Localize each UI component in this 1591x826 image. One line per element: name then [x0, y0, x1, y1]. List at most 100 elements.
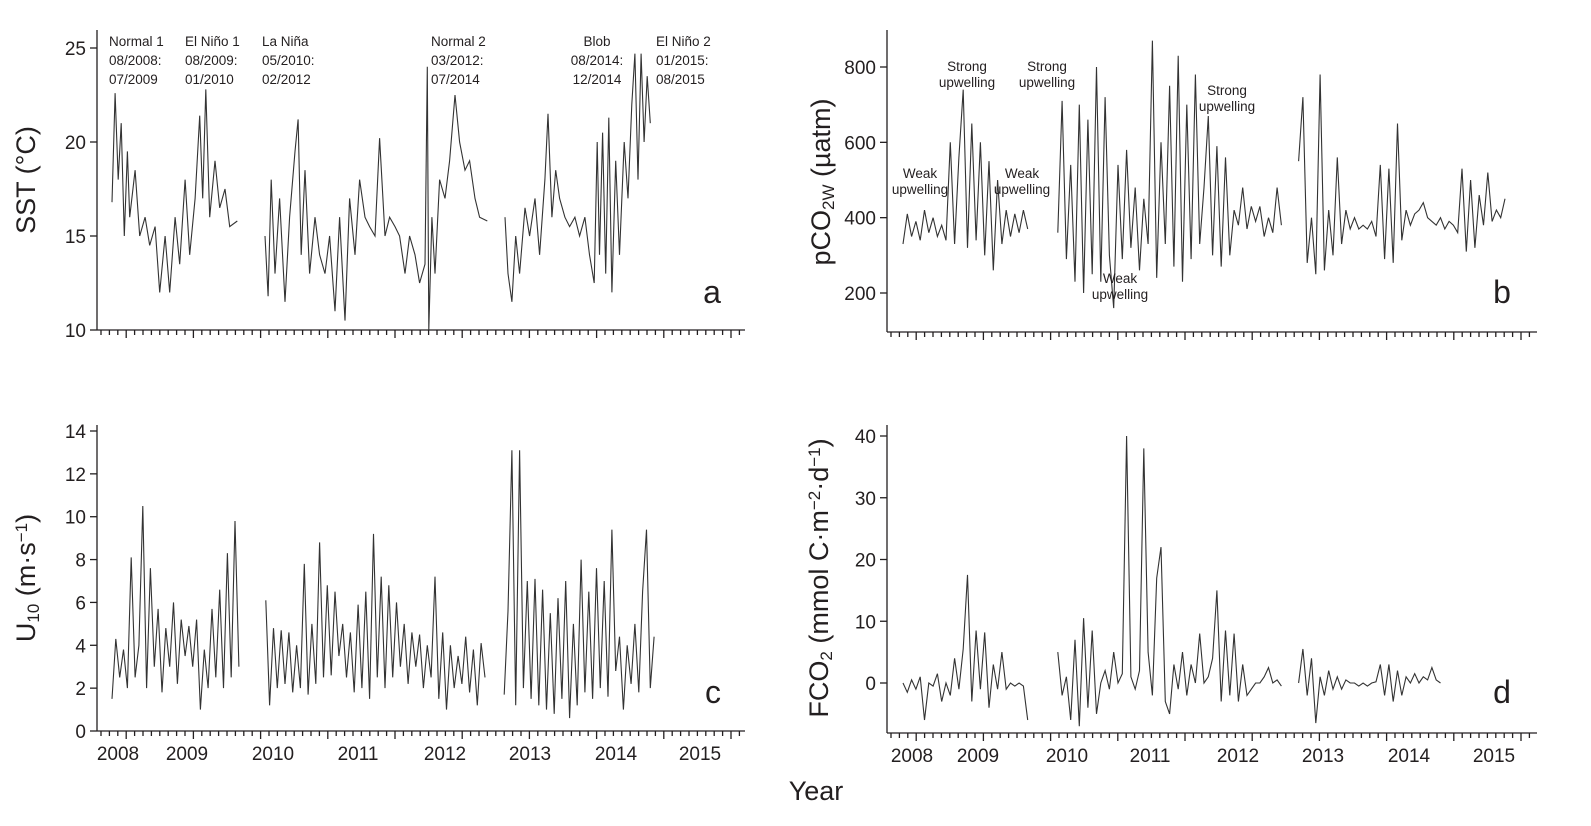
y-tick-label: 600	[844, 133, 876, 154]
series-line-segment-2	[1057, 435, 1282, 727]
y-axis-title: SST (°C)	[11, 126, 41, 234]
annotation-line: Weak	[903, 166, 938, 181]
y-axis-title-part: U	[11, 623, 41, 643]
y-axis-title: pCO2W (µatm)	[806, 98, 838, 265]
y-tick-label: 10	[65, 508, 86, 529]
annotation-line: 12/2014	[573, 72, 622, 87]
y-axis-title-part: (µatm)	[806, 98, 836, 184]
annotation-line: El Niño 2	[656, 34, 711, 49]
y-tick-label: 200	[844, 284, 876, 305]
annotation-line: 08/2014:	[571, 53, 624, 68]
y-tick-label: 6	[75, 593, 86, 614]
panel-letter: d	[1493, 674, 1511, 710]
x-tick-label: 2011	[338, 744, 379, 765]
annotation-line: 01/2015:	[656, 53, 709, 68]
series-line-segment-2	[265, 533, 486, 710]
annotation: El Niño 1 08/2009: 01/2010	[185, 34, 240, 87]
annotation-line: 01/2010	[185, 72, 234, 87]
annotation-line: 03/2012:	[431, 53, 484, 68]
y-axis-title-part: 2	[817, 651, 836, 660]
y-tick-label: 2	[75, 679, 86, 700]
y-tick-label: 800	[844, 58, 876, 79]
annotation-line: Strong	[1027, 59, 1067, 74]
annotation-line: La Niña	[262, 34, 309, 49]
annotation-line: Weak	[1005, 166, 1040, 181]
series-line-segment-3	[1298, 648, 1441, 724]
annotation-line: upwelling	[939, 75, 995, 90]
x-tick-label: 2014	[595, 744, 638, 765]
panel-d: 0 10 20 30 40 2008 2009 2010 2011 2012 2013 2014 201…	[804, 425, 1537, 767]
y-tick-label: 10	[65, 321, 86, 342]
y-axis-title: FCO2 (mmol C·m−2·d−1)	[804, 438, 836, 717]
annotation-line: 08/2009:	[185, 53, 238, 68]
series-line-segment-1	[902, 574, 1029, 721]
y-tick-label: 30	[855, 489, 876, 510]
x-tick-label: 2009	[166, 744, 208, 765]
y-axis-title-part: −1	[805, 447, 824, 466]
series-line-segment-1	[902, 89, 1029, 271]
series-line-segment-3	[504, 53, 651, 302]
y-tick-label: 400	[844, 209, 876, 230]
series-line-segment-3	[503, 450, 655, 719]
panel-letter: a	[703, 274, 721, 310]
series-line-segment-2	[1057, 40, 1282, 309]
x-tick-label: 2009	[957, 746, 999, 767]
y-tick-label: 40	[855, 427, 876, 448]
x-tick-label: 2010	[252, 744, 294, 765]
y-axis-title-part: (m·s	[11, 542, 41, 603]
y-tick-label: 4	[75, 636, 86, 657]
y-tick-label: 25	[65, 39, 86, 60]
x-tick-label: 2008	[97, 744, 139, 765]
annotation-line: 02/2012	[262, 72, 311, 87]
x-tick-label: 2008	[891, 746, 933, 767]
y-tick-label: 0	[75, 722, 86, 743]
y-axis-title-part: −1	[12, 523, 31, 542]
x-axis-title: Year	[789, 776, 844, 806]
y-axis-title-part: 10	[24, 604, 43, 623]
y-tick-label: 20	[65, 133, 86, 154]
annotation: La Niña 05/2010: 02/2012	[262, 34, 315, 87]
annotation-line: Strong	[947, 59, 987, 74]
panel-letter: c	[705, 674, 721, 710]
annotation-line: Weak	[1103, 271, 1138, 286]
annotation-line: 08/2008:	[109, 53, 162, 68]
annotation-line: upwelling	[1019, 75, 1075, 90]
annotation-line: 07/2009	[109, 72, 158, 87]
x-tick-label: 2010	[1046, 746, 1088, 767]
y-tick-label: 12	[65, 465, 86, 486]
y-axis-title: U10 (m·s−1)	[11, 514, 43, 642]
x-tick-label: 2015	[1473, 746, 1515, 767]
annotation-line: upwelling	[892, 182, 948, 197]
y-axis-title-part: −2	[805, 491, 824, 510]
annotation-line: 08/2015	[656, 72, 705, 87]
annotation-line: Normal 1	[109, 34, 164, 49]
y-axis-title-part: pCO	[806, 210, 836, 266]
y-axis-title-part: 2W	[819, 185, 838, 211]
series-line-segment-1	[111, 89, 238, 293]
annotation: Blob 08/2014: 12/2014	[571, 34, 624, 87]
y-axis-title-part: (mmol C·m	[804, 510, 834, 651]
y-axis-title-part: )	[804, 438, 834, 447]
annotation: El Niño 2 01/2015: 08/2015	[656, 34, 711, 87]
annotation: Normal 1 08/2008: 07/2009	[109, 34, 164, 87]
panel-letter: b	[1493, 274, 1511, 310]
series-line-segment-2	[264, 66, 488, 331]
y-axis-title-part: )	[11, 514, 41, 523]
y-tick-label: 0	[865, 674, 876, 695]
annotation-line: Strong	[1207, 83, 1247, 98]
y-axis-title-part: SST (°C)	[11, 126, 41, 234]
annotation-line: 05/2010:	[262, 53, 315, 68]
y-tick-label: 20	[855, 551, 876, 572]
y-axis-title-part: ·d	[804, 467, 834, 491]
x-tick-label: 2015	[679, 744, 721, 765]
y-tick-label: 14	[65, 422, 87, 443]
annotation-line: El Niño 1	[185, 34, 240, 49]
x-tick-label: 2011	[1130, 746, 1171, 767]
x-tick-label: 2014	[1388, 746, 1431, 767]
